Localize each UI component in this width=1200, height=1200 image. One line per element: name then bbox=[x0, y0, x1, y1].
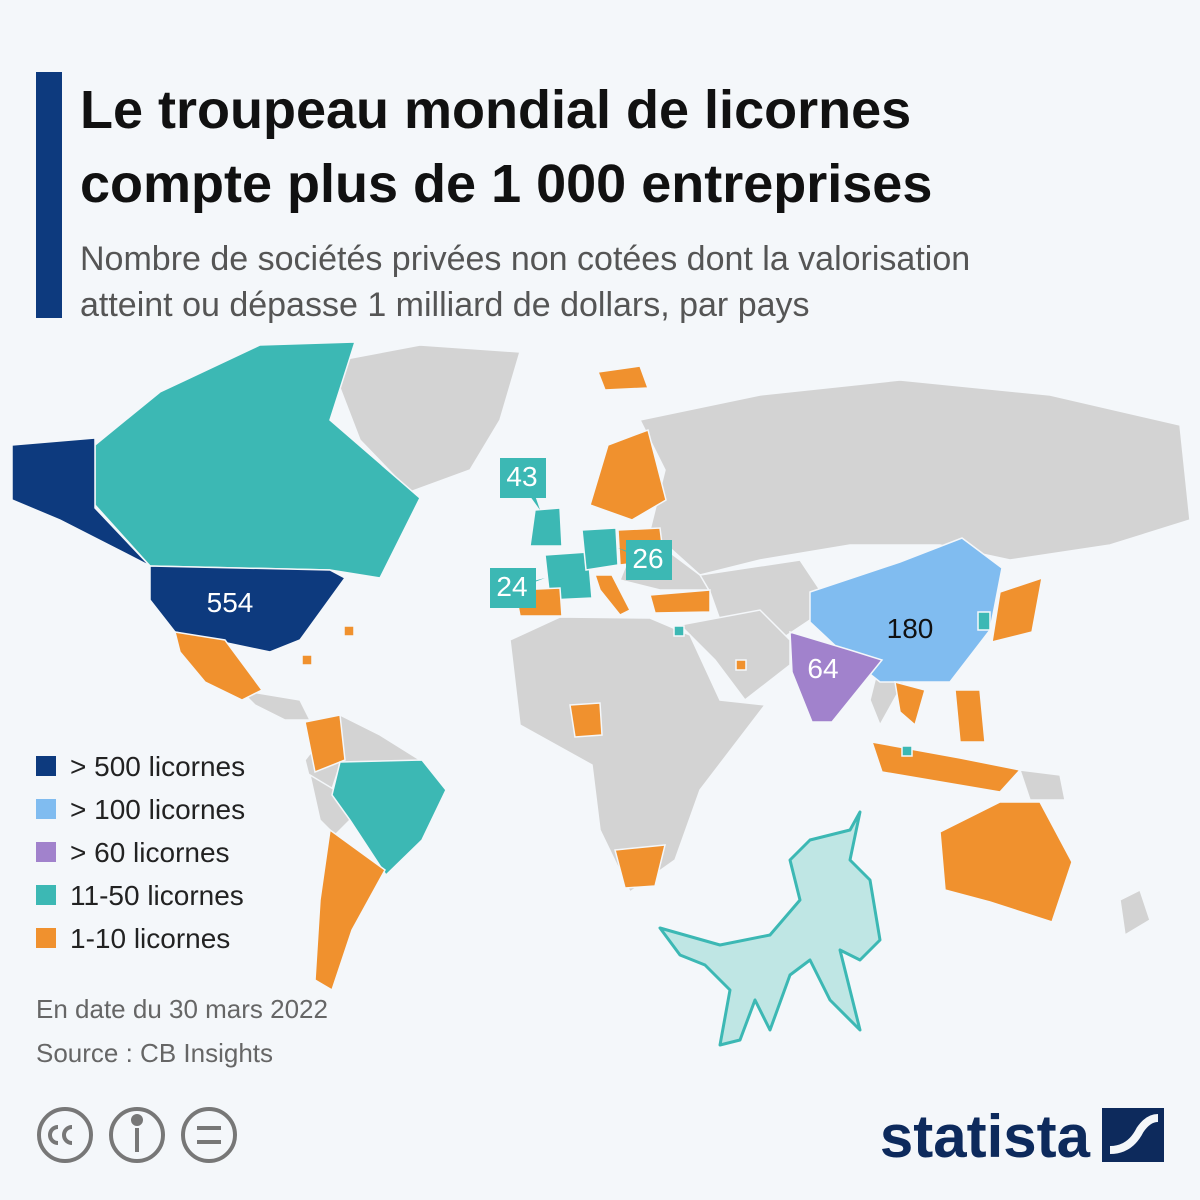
country bbox=[304, 714, 346, 774]
map-value-label: 26 bbox=[632, 543, 663, 574]
land bbox=[678, 609, 791, 702]
legend-label: > 500 licornes bbox=[70, 751, 245, 782]
map-value-label: 43 bbox=[506, 461, 537, 492]
country bbox=[569, 702, 603, 738]
legend-label: 1-10 licornes bbox=[70, 923, 230, 954]
legend-swatch bbox=[36, 885, 56, 905]
country bbox=[149, 565, 347, 653]
land bbox=[308, 773, 351, 837]
brand-logo: statista bbox=[880, 1103, 1091, 1170]
country bbox=[301, 654, 313, 666]
land bbox=[509, 616, 767, 894]
country bbox=[581, 527, 619, 571]
world-map bbox=[11, 341, 1191, 992]
country bbox=[977, 611, 991, 631]
country bbox=[809, 537, 1003, 683]
country bbox=[314, 828, 386, 992]
country bbox=[954, 689, 986, 743]
by-icon bbox=[109, 1107, 165, 1163]
country bbox=[939, 801, 1073, 923]
brand-mark bbox=[1102, 1108, 1164, 1162]
country bbox=[331, 759, 447, 877]
title: Le troupeau mondial de licornes bbox=[80, 80, 911, 140]
country bbox=[894, 680, 926, 727]
country bbox=[596, 365, 650, 391]
by-head bbox=[131, 1114, 143, 1126]
cc-letters bbox=[48, 1125, 73, 1145]
legend-swatch bbox=[36, 756, 56, 776]
legend-label: > 60 licornes bbox=[70, 837, 230, 868]
nd-icon bbox=[181, 1107, 237, 1163]
country bbox=[614, 844, 666, 889]
country bbox=[173, 631, 264, 701]
note: En date du 30 mars 2022 bbox=[36, 994, 328, 1024]
land bbox=[1119, 888, 1151, 937]
subtitle: atteint ou dépasse 1 milliard de dollars… bbox=[80, 286, 810, 324]
country bbox=[589, 429, 667, 521]
map-value-label: 180 bbox=[887, 613, 934, 644]
cc-icon bbox=[37, 1107, 93, 1163]
title-bar bbox=[36, 72, 62, 318]
map-value-label: 64 bbox=[807, 653, 838, 684]
title: compte plus de 1 000 entreprises bbox=[80, 154, 932, 214]
land bbox=[237, 688, 312, 721]
legend-swatch bbox=[36, 842, 56, 862]
legend-label: > 100 licornes bbox=[70, 794, 245, 825]
legend-label: 11-50 licornes bbox=[70, 880, 244, 911]
unicorn-drawing bbox=[658, 810, 882, 1047]
unicorn-shape bbox=[658, 810, 882, 1047]
country bbox=[735, 659, 747, 671]
country bbox=[991, 576, 1043, 644]
callout-box bbox=[490, 568, 536, 608]
cc-icons bbox=[37, 1107, 237, 1163]
land bbox=[638, 379, 1191, 576]
subtitle: Nombre de sociétés privées non cotées do… bbox=[80, 240, 970, 278]
brand-mark-swoosh bbox=[1109, 1114, 1159, 1154]
callout-box bbox=[500, 458, 546, 498]
country bbox=[343, 625, 355, 637]
country bbox=[673, 625, 685, 637]
country bbox=[901, 745, 913, 757]
country bbox=[789, 630, 884, 723]
map-value-label: 554 bbox=[207, 587, 254, 618]
legend-swatch bbox=[36, 928, 56, 948]
callout-box bbox=[626, 540, 672, 580]
note: Source : CB Insights bbox=[36, 1038, 273, 1068]
land bbox=[328, 344, 521, 493]
country bbox=[649, 589, 711, 614]
legend-swatch bbox=[36, 799, 56, 819]
country bbox=[593, 574, 632, 616]
country bbox=[529, 507, 563, 547]
land bbox=[1018, 769, 1066, 801]
map-value-label: 24 bbox=[496, 571, 527, 602]
